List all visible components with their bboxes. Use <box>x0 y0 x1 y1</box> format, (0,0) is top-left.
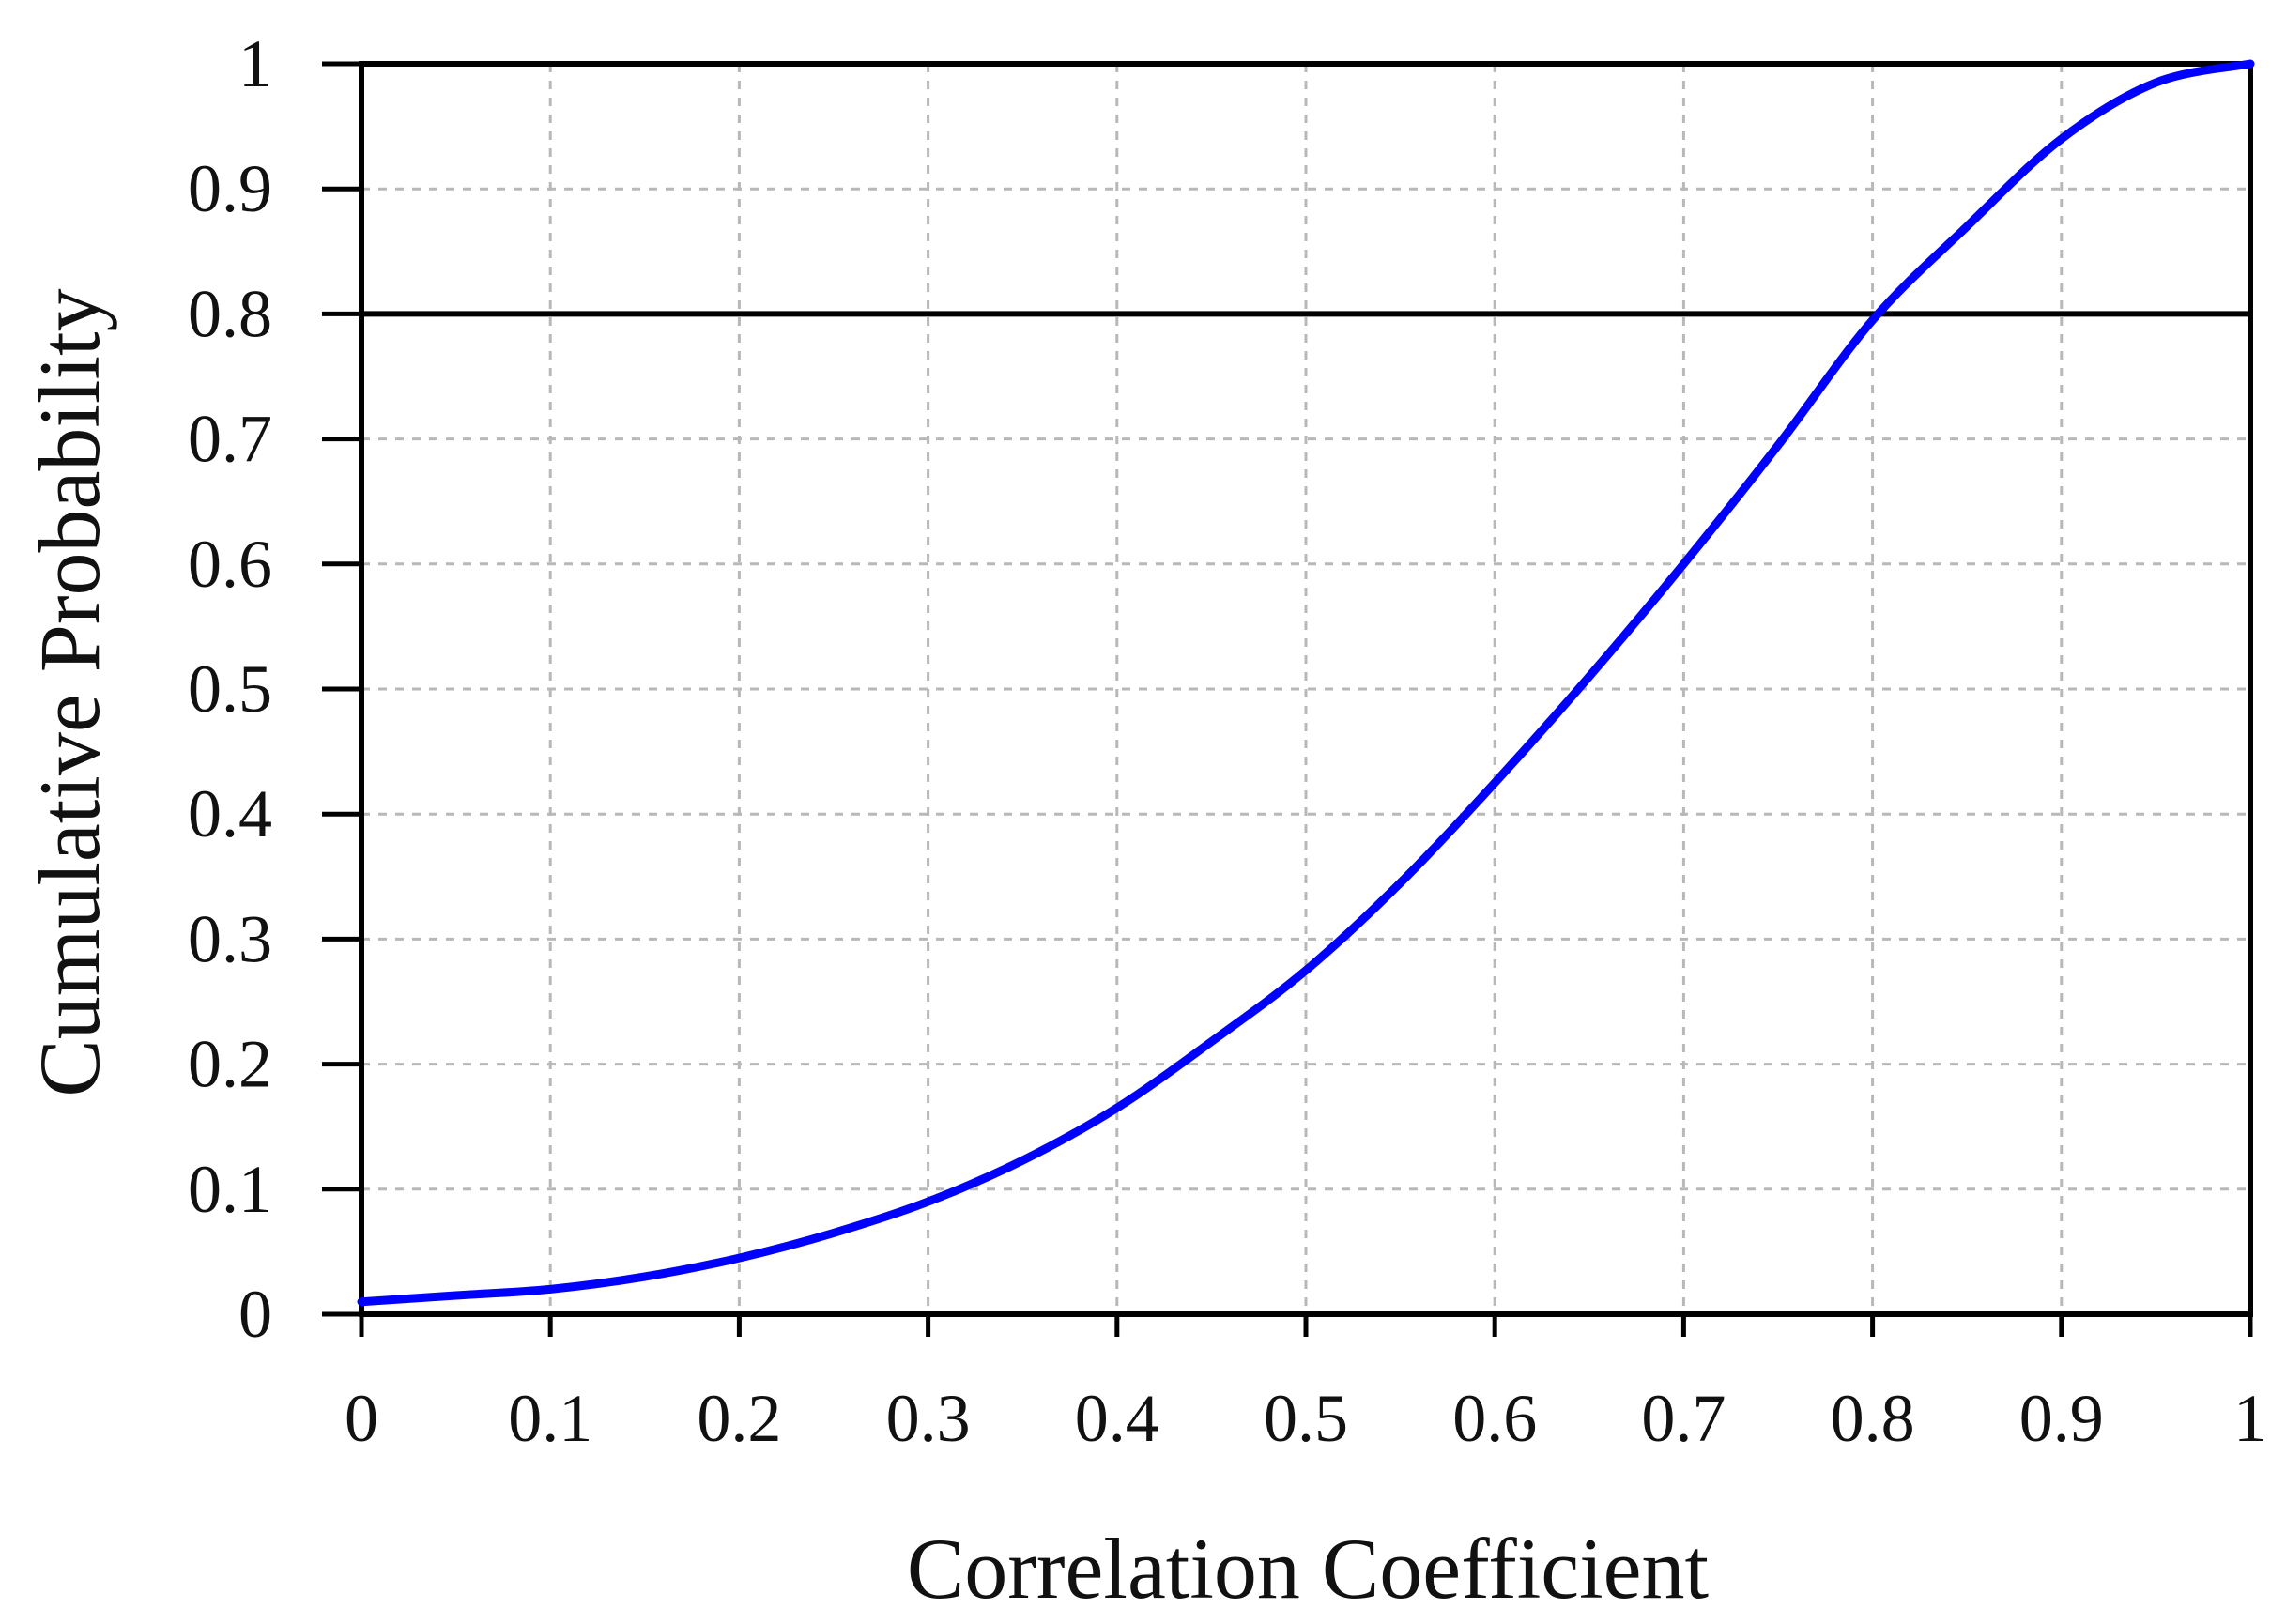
x-tick-label-6: 0.6 <box>1452 1381 1537 1456</box>
x-tick-label-9: 0.9 <box>2019 1381 2104 1456</box>
x-tick-label-7: 0.7 <box>1641 1381 1726 1456</box>
x-tick-label-8: 0.8 <box>1831 1381 1915 1456</box>
x-tick-label-1: 0.1 <box>508 1381 592 1456</box>
y-tick-label-7: 0.7 <box>188 402 272 477</box>
x-tick-label-5: 0.5 <box>1264 1381 1348 1456</box>
x-tick-label-10: 1 <box>2233 1381 2267 1456</box>
x-tick-label-0: 0 <box>345 1381 378 1456</box>
series-layer <box>357 59 2255 1307</box>
y-tick-label-6: 0.6 <box>188 527 272 602</box>
y-tick-label-4: 0.4 <box>188 776 272 851</box>
y-tick-label-3: 0.3 <box>188 901 272 976</box>
x-tick-label-2: 0.2 <box>697 1381 781 1456</box>
y-tick-label-1: 0.1 <box>188 1152 272 1227</box>
y-tick-label-9: 0.9 <box>188 151 272 226</box>
y-tick-label-5: 0.5 <box>188 651 272 727</box>
y-tick-label-0: 0 <box>238 1277 272 1352</box>
grid-lines <box>361 64 2250 1314</box>
y-axis-title: Cumulative Probability <box>22 288 117 1096</box>
x-tick-label-3: 0.3 <box>886 1381 971 1456</box>
x-tick-labels: 0 0.1 0.2 0.3 0.4 0.5 0.6 0.7 0.8 0.9 1 <box>345 1381 2267 1456</box>
x-tick-label-4: 0.4 <box>1075 1381 1159 1456</box>
axes-frame <box>322 61 2253 1337</box>
y-tick-label-2: 0.2 <box>188 1027 272 1102</box>
y-tick-label-10: 1 <box>238 26 272 101</box>
x-axis-title: Correlation Coefficient <box>907 1521 1710 1616</box>
y-tick-label-8: 0.8 <box>188 276 272 351</box>
series-line-0 <box>357 59 2255 1307</box>
y-tick-labels: 0 0.1 0.2 0.3 0.4 0.5 0.6 0.7 0.8 0.9 1 <box>188 26 272 1352</box>
